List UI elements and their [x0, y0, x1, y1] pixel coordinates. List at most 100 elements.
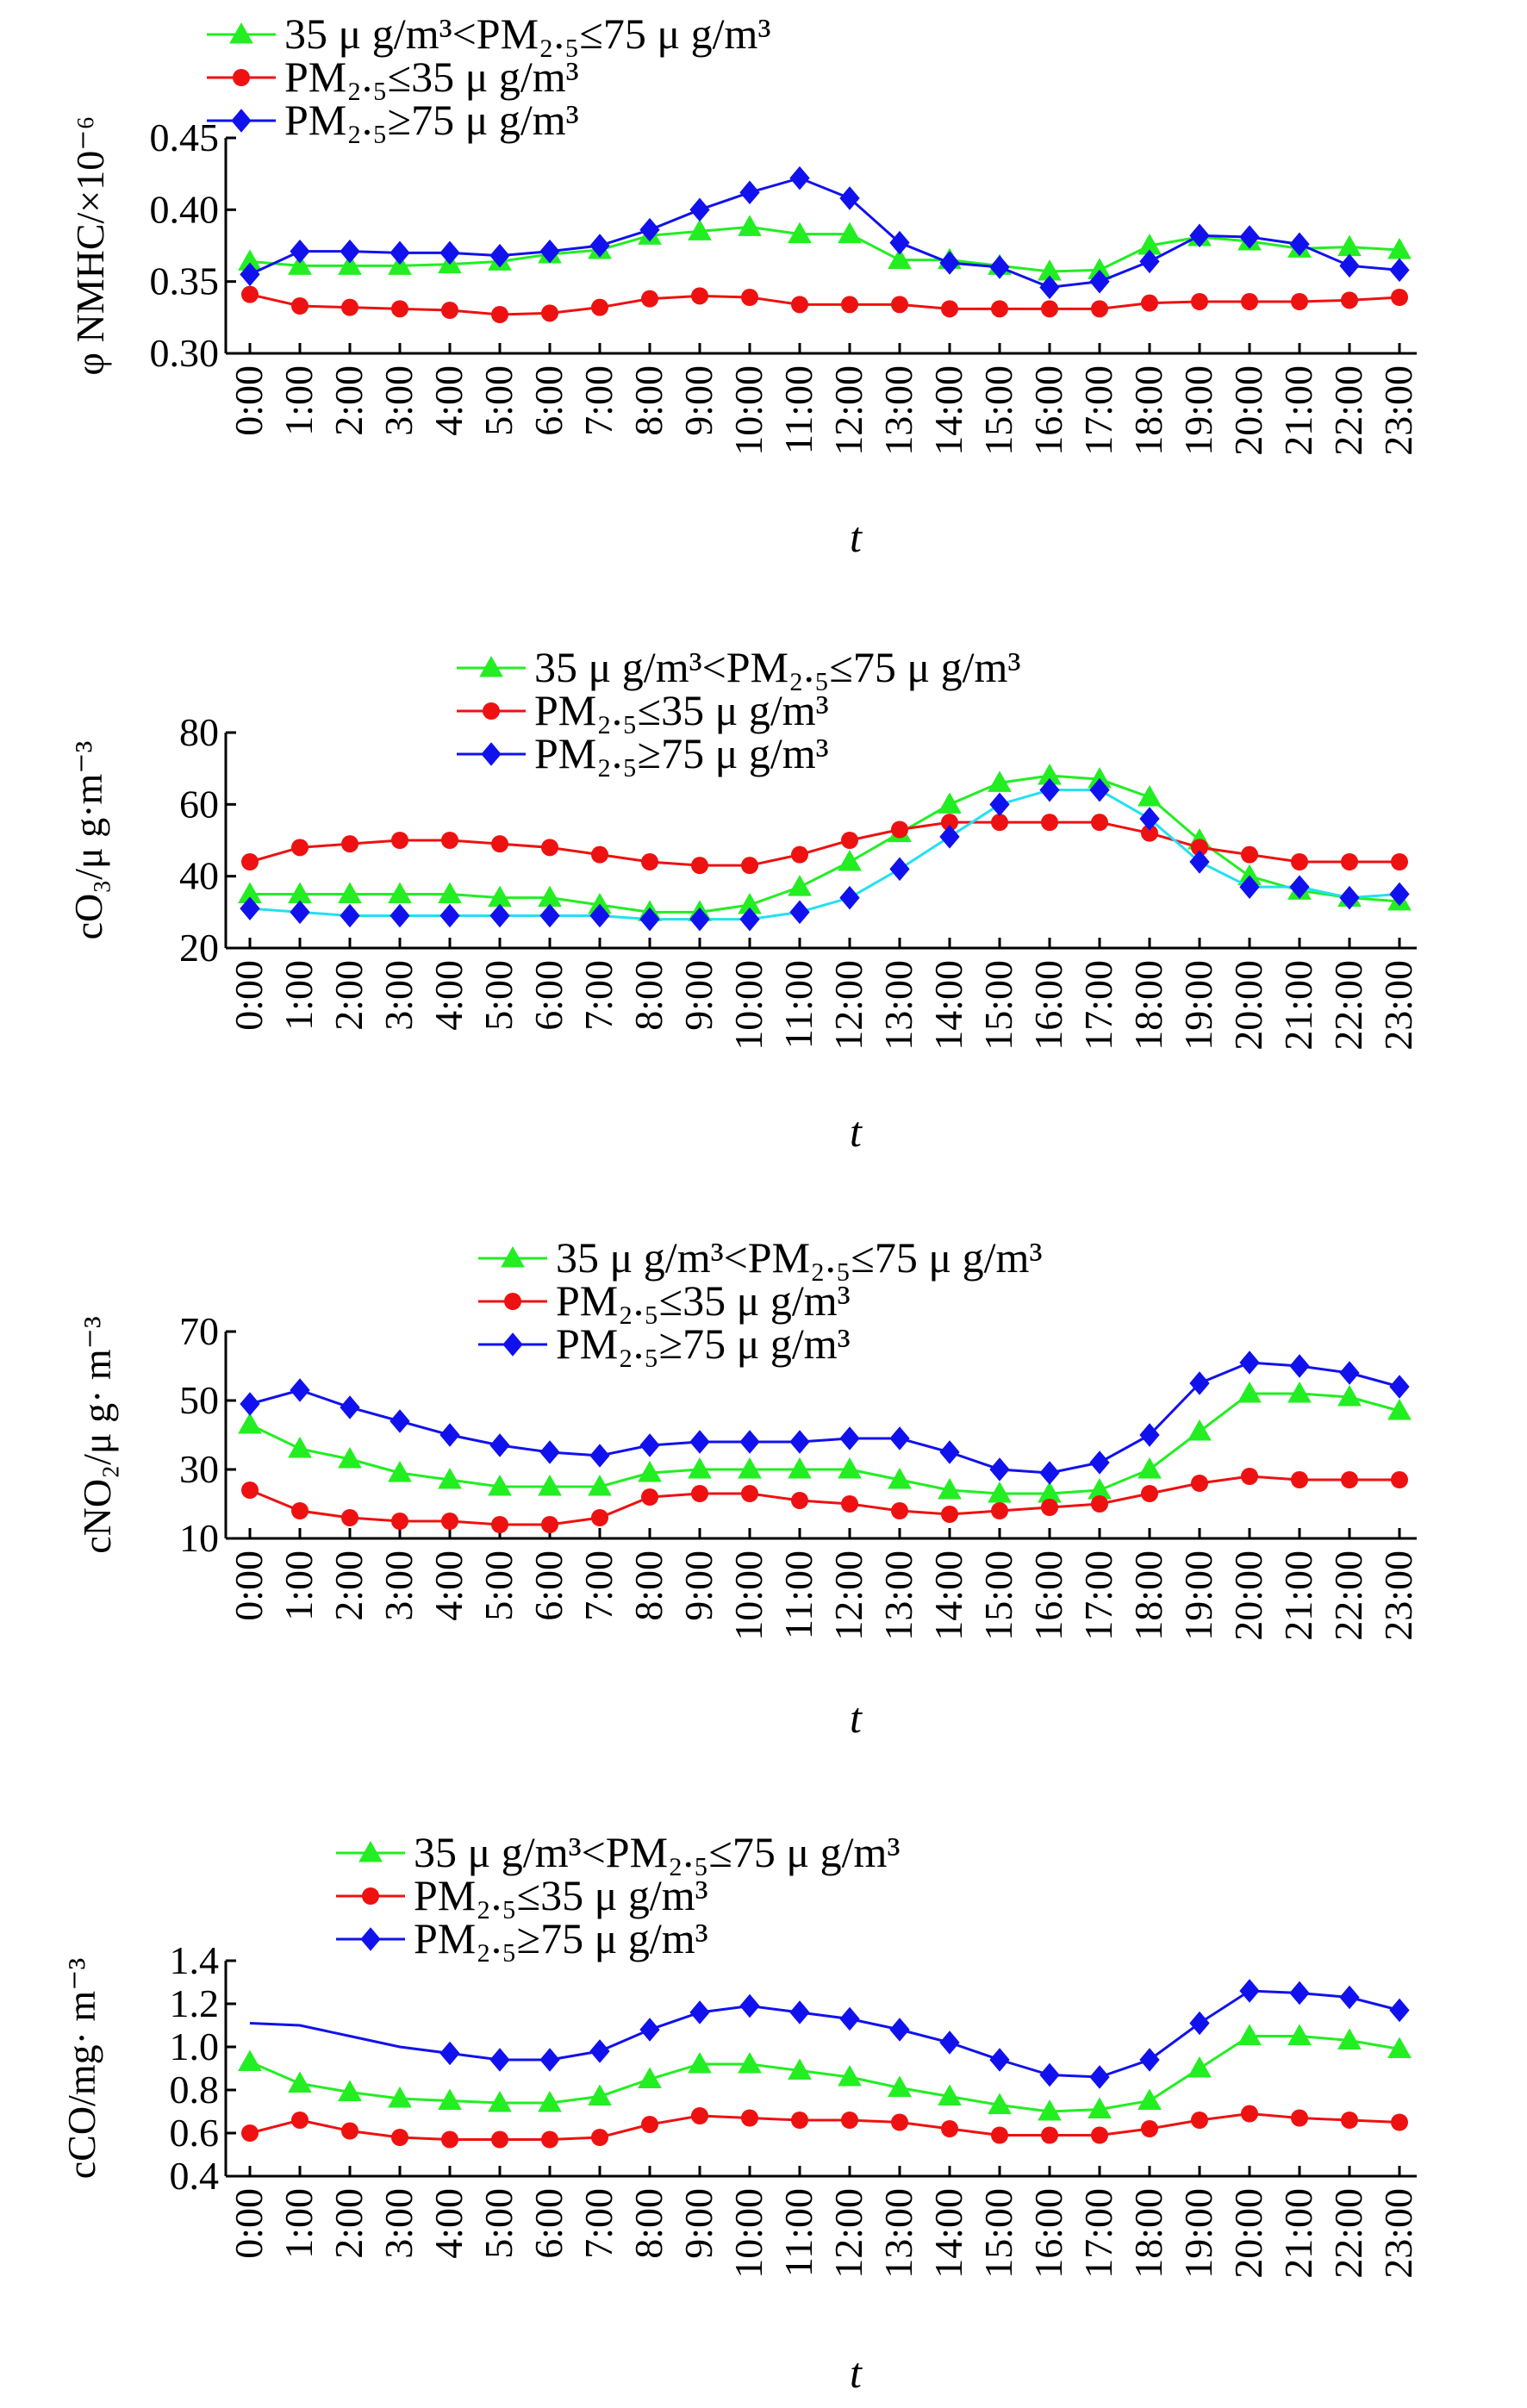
data-point-mid — [688, 219, 712, 240]
x-axis-title: t — [850, 2349, 863, 2397]
data-point-mid — [1137, 1457, 1162, 1479]
data-point-mid — [1287, 1381, 1312, 1403]
data-point-high — [989, 2048, 1010, 2072]
x-tick-label: 16:00 — [1026, 1550, 1070, 1641]
x-tick-label: 4:00 — [427, 365, 471, 436]
x-tick-label: 22:00 — [1326, 960, 1370, 1051]
data-point-high — [240, 896, 260, 920]
x-tick-label: 9:00 — [676, 1550, 720, 1621]
y-tick-label: 0.6 — [170, 2111, 220, 2155]
x-tick-label: 1:00 — [277, 365, 321, 436]
data-point-mid — [888, 2075, 912, 2097]
x-tick-label: 1:00 — [277, 2188, 321, 2259]
data-point-low — [391, 300, 408, 318]
data-point-mid — [1287, 2024, 1312, 2045]
x-tick-label: 17:00 — [1076, 960, 1120, 1051]
x-tick-label: 23:00 — [1376, 960, 1420, 1051]
data-point-mid — [938, 1477, 962, 1500]
data-point-low — [1341, 1471, 1358, 1488]
x-tick-label: 6:00 — [527, 365, 570, 436]
data-point-high — [689, 197, 710, 222]
data-point-low — [391, 1513, 408, 1530]
data-point-mid — [688, 1457, 712, 1479]
data-point-low — [1241, 1468, 1258, 1485]
x-tick-label: 16:00 — [1026, 960, 1070, 1051]
data-point-high — [1239, 1979, 1260, 2003]
x-tick-label: 10:00 — [726, 2188, 770, 2279]
x-tick-label: 3:00 — [377, 365, 421, 436]
data-point-mid — [1337, 1384, 1362, 1407]
x-tick-label: 9:00 — [676, 365, 720, 436]
x-tick-label: 4:00 — [427, 2188, 471, 2259]
data-point-high — [889, 2018, 910, 2042]
data-point-low — [1141, 824, 1158, 842]
data-point-mid — [438, 882, 462, 903]
x-tick-label: 11:00 — [776, 365, 820, 454]
data-point-high — [539, 2048, 560, 2072]
x-tick-label: 18:00 — [1126, 960, 1170, 1051]
x-tick-label: 8:00 — [626, 365, 670, 436]
x-tick-label: 22:00 — [1326, 1550, 1370, 1641]
data-point-mid — [588, 1474, 612, 1496]
data-point-high — [989, 792, 1010, 817]
data-point-mid — [838, 849, 862, 871]
x-tick-label: 5:00 — [477, 1550, 520, 1621]
x-tick-label: 20:00 — [1226, 1550, 1270, 1641]
x-tick-label: 0:00 — [227, 2188, 271, 2259]
data-point-mid — [938, 2084, 962, 2105]
legend-label-mid: 35 μ g/m³<PM₂.₅≤75 μ g/m³ — [284, 9, 770, 58]
chart-panel-o3: 20 40 60 80 0:00 1:00 2:00 3:00 4:00 5:00 6:00 7:00… — [66, 643, 1420, 1156]
data-point-high — [839, 885, 860, 910]
data-point-mid — [1337, 2028, 1362, 2049]
data-point-low — [441, 832, 458, 849]
data-point-high — [1239, 875, 1260, 899]
data-point-high — [1339, 1985, 1360, 2010]
y-tick-label: 1.0 — [170, 2024, 220, 2068]
data-point-high — [589, 903, 610, 928]
x-tick-label: 21:00 — [1276, 365, 1320, 456]
data-point-high — [539, 903, 560, 928]
data-point-low — [441, 2130, 458, 2149]
data-point-low — [291, 839, 309, 857]
data-point-high — [1139, 1423, 1160, 1447]
legend-marker-high — [502, 1332, 523, 1357]
y-axis-title: cNO₂/μ g· m⁻³ — [75, 1316, 119, 1554]
data-point-low — [441, 1513, 458, 1530]
x-axis-title: t — [850, 513, 863, 561]
data-point-mid — [238, 1412, 262, 1434]
x-tick-label: 19:00 — [1176, 1550, 1220, 1641]
x-tick-label: 18:00 — [1126, 365, 1170, 456]
data-point-mid — [338, 1446, 362, 1469]
data-point-low — [691, 1485, 708, 1502]
x-tick-label: 19:00 — [1176, 2188, 1220, 2279]
legend-marker-low — [362, 1887, 379, 1905]
x-tick-label: 23:00 — [1376, 1550, 1420, 1641]
data-point-low — [791, 2112, 808, 2129]
data-point-high — [439, 903, 460, 928]
data-point-low — [841, 2112, 858, 2129]
data-point-high — [1389, 882, 1410, 907]
data-point-low — [291, 2112, 309, 2129]
y-tick-label: 40 — [179, 854, 219, 898]
data-point-low — [291, 1502, 309, 1519]
y-tick-label: 1.2 — [170, 1981, 220, 2025]
data-point-high — [539, 239, 560, 264]
x-tick-label: 15:00 — [976, 2188, 1020, 2279]
legend-marker-mid — [229, 22, 253, 44]
data-point-mid — [288, 1436, 312, 1458]
data-point-high — [1139, 807, 1160, 831]
data-point-high — [789, 165, 810, 190]
data-point-low — [641, 2116, 658, 2133]
data-point-low — [1391, 853, 1408, 870]
x-tick-label: 23:00 — [1376, 365, 1420, 456]
data-point-mid — [738, 1457, 762, 1479]
data-point-mid — [988, 2093, 1012, 2114]
data-point-high — [639, 217, 660, 242]
x-tick-label: 4:00 — [427, 1550, 471, 1621]
data-point-high — [639, 907, 660, 932]
data-point-low — [491, 306, 508, 323]
data-point-high — [390, 903, 410, 928]
data-point-high — [1239, 1351, 1260, 1375]
data-point-mid — [338, 882, 362, 903]
data-point-high — [1039, 777, 1060, 802]
